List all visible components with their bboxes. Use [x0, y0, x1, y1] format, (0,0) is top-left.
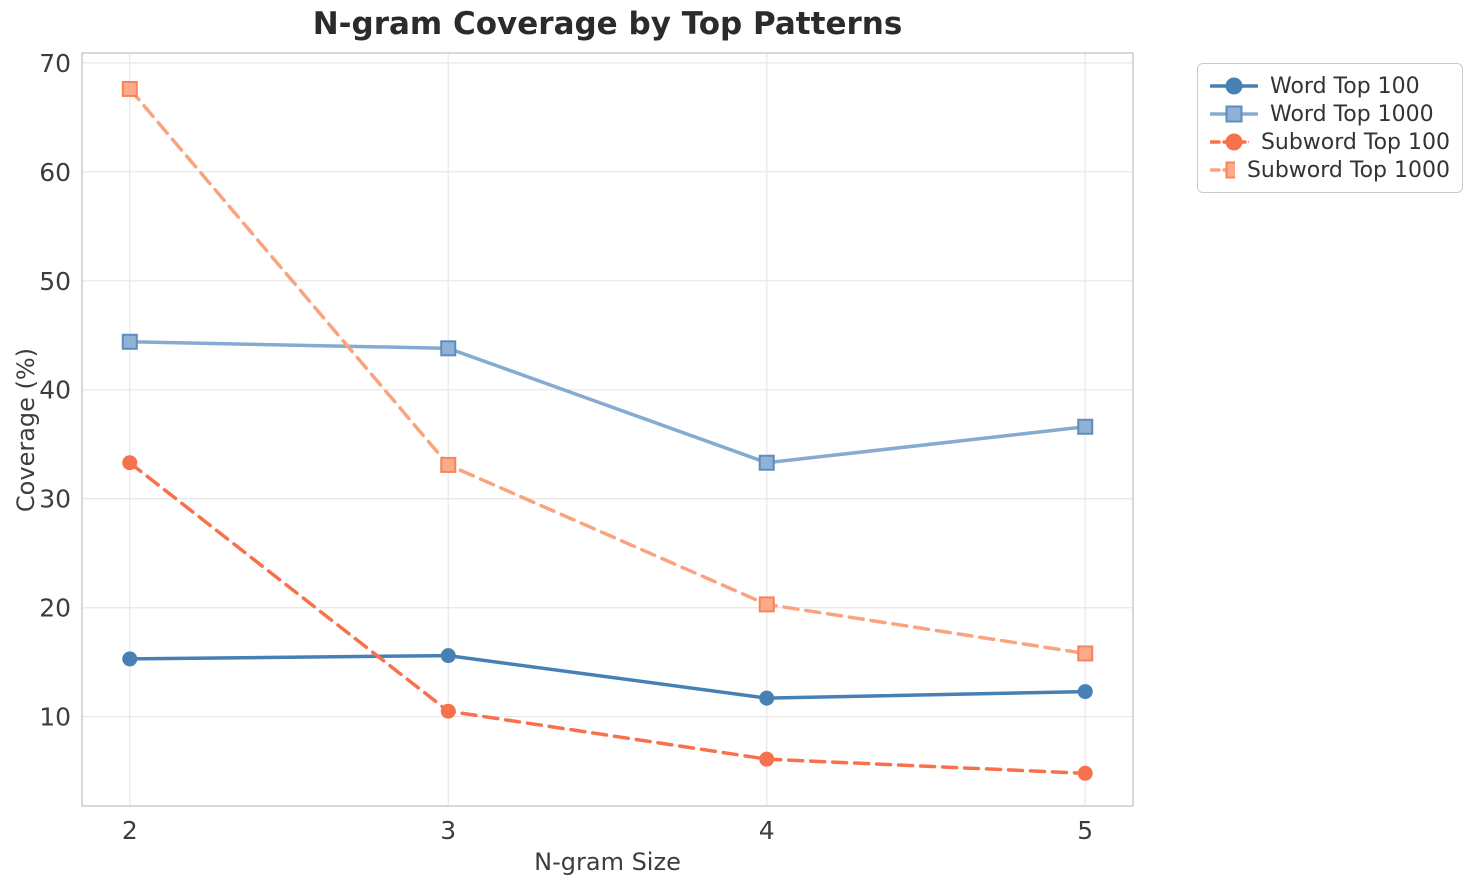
y-axis-label: Coverage (%): [12, 347, 40, 513]
marker-subword-top-100-x3: [440, 703, 456, 719]
marker-word-top-1000-x4: [758, 454, 775, 471]
legend-label: Word Top 100: [1270, 73, 1420, 99]
series-line-subword-top-1000: [128, 87, 1087, 656]
marker-word-top-100-x2: [122, 651, 138, 667]
legend-swatch-subword-top-1000: [1210, 161, 1235, 179]
series-line-word-top-100: [128, 653, 1087, 700]
series-subword-top-1000: [121, 80, 1094, 662]
series-subword-top-100: [122, 455, 1093, 781]
marker-subword-top-100-x5: [1077, 765, 1093, 781]
marker-subword-top-1000-x3: [440, 456, 457, 473]
legend-label: Subword Top 100: [1260, 129, 1450, 155]
marker-subword-top-100-x2: [122, 455, 138, 471]
y-tick-label-60: 60: [39, 158, 71, 187]
legend-marker-subword-top-1000: [1225, 161, 1235, 179]
series-line-subword-top-100: [128, 460, 1087, 776]
legend-item-subword-top-1000: Subword Top 1000: [1210, 156, 1450, 184]
series-word-top-100: [122, 648, 1093, 706]
x-tick-label-5: 5: [1077, 816, 1093, 845]
legend-swatch-word-top-100: [1210, 77, 1258, 95]
legend-marker-word-top-1000: [1225, 105, 1243, 123]
legend-swatch-subword-top-100: [1210, 133, 1249, 151]
x-axis-label: N-gram Size: [534, 848, 681, 876]
legend-item-subword-top-100: Subword Top 100: [1210, 128, 1450, 156]
series-line-word-top-1000: [128, 340, 1087, 465]
marker-word-top-100-x4: [759, 690, 775, 706]
marker-subword-top-1000-x4: [758, 596, 775, 613]
legend-label: Word Top 1000: [1270, 101, 1434, 127]
legend-item-word-top-1000: Word Top 1000: [1210, 100, 1450, 128]
x-tick-label-4: 4: [759, 816, 775, 845]
marker-subword-top-1000-x5: [1077, 645, 1094, 662]
marker-word-top-1000-x3: [440, 340, 457, 357]
marker-word-top-100-x5: [1077, 684, 1093, 700]
marker-word-top-100-x3: [440, 648, 456, 664]
legend-item-word-top-100: Word Top 100: [1210, 72, 1450, 100]
plot-border: [81, 52, 1134, 807]
y-tick-label-50: 50: [39, 267, 71, 296]
marker-subword-top-100-x4: [759, 751, 775, 767]
chart-title: N-gram Coverage by Top Patterns: [312, 6, 903, 42]
marker-word-top-1000-x5: [1077, 418, 1094, 435]
legend: Word Top 100 Word Top 1000 Subword Top 100…: [1197, 63, 1463, 193]
marker-subword-top-1000-x2: [121, 80, 138, 97]
legend-label: Subword Top 1000: [1246, 157, 1450, 183]
y-tick-label-30: 30: [39, 485, 71, 514]
y-tick-label-40: 40: [39, 376, 71, 405]
x-tick-label-2: 2: [122, 816, 138, 845]
y-tick-label-70: 70: [39, 49, 71, 78]
marker-word-top-1000-x2: [121, 333, 138, 350]
y-tick-label-10: 10: [39, 703, 71, 732]
x-tick-label-3: 3: [440, 816, 456, 845]
legend-marker-word-top-100: [1225, 77, 1243, 95]
series-word-top-1000: [121, 333, 1094, 471]
y-tick-label-20: 20: [39, 594, 71, 623]
legend-marker-subword-top-100: [1225, 133, 1243, 151]
legend-swatch-word-top-1000: [1210, 105, 1258, 123]
